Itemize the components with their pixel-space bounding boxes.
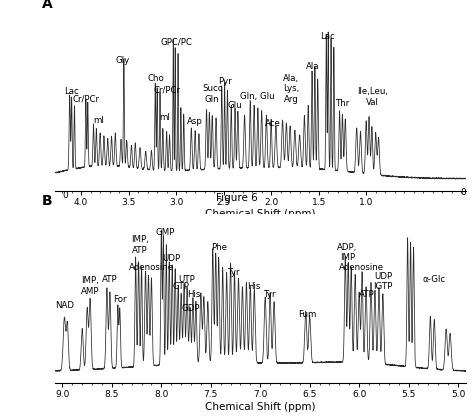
Text: Cr/PCr: Cr/PCr <box>153 86 180 95</box>
Text: ATP: ATP <box>102 275 118 284</box>
Text: mI: mI <box>159 113 170 122</box>
Text: Gly: Gly <box>116 56 130 65</box>
Text: NAD: NAD <box>55 301 74 310</box>
Text: mI: mI <box>93 116 104 125</box>
Text: UTP: UTP <box>179 275 195 284</box>
Text: Phe: Phe <box>210 243 227 252</box>
Text: Pyr: Pyr <box>218 77 231 86</box>
Text: Thr: Thr <box>336 99 350 108</box>
Text: 0: 0 <box>63 191 68 199</box>
Text: Ile,Leu,
Val: Ile,Leu, Val <box>357 87 388 107</box>
X-axis label: Chemical Shift (ppm): Chemical Shift (ppm) <box>205 402 316 412</box>
Text: UDP
IGTP: UDP IGTP <box>373 272 392 291</box>
Text: Adenosine: Adenosine <box>129 263 174 272</box>
Text: 0: 0 <box>460 189 466 197</box>
Text: Adenosine: Adenosine <box>338 263 383 272</box>
Text: For: For <box>113 295 127 304</box>
Text: Cho: Cho <box>148 74 164 83</box>
Text: UDP: UDP <box>162 254 180 264</box>
Text: Lac: Lac <box>320 32 335 41</box>
Text: Tyr: Tyr <box>264 290 276 298</box>
Text: Lac: Lac <box>64 87 79 96</box>
Text: IMP,
ATP: IMP, ATP <box>131 235 148 255</box>
X-axis label: Chemical Shift (ppm): Chemical Shift (ppm) <box>205 210 316 220</box>
Text: α-Glc: α-Glc <box>423 275 446 284</box>
Text: GMP: GMP <box>155 228 175 237</box>
Text: Tyr: Tyr <box>228 268 241 277</box>
Text: B: B <box>42 194 53 208</box>
Text: A: A <box>42 0 53 11</box>
Text: GPC/PC: GPC/PC <box>160 38 192 47</box>
Text: Figure 6: Figure 6 <box>216 193 258 203</box>
Text: GTP: GTP <box>173 282 190 291</box>
Text: Ala,
Lys,
Arg: Ala, Lys, Arg <box>283 74 299 104</box>
Text: Glu: Glu <box>228 101 242 110</box>
Text: IMP,
AMP: IMP, AMP <box>81 276 100 296</box>
Text: His: His <box>187 290 201 298</box>
Text: ADP,
IMP: ADP, IMP <box>337 243 357 262</box>
Text: Ace: Ace <box>265 119 281 128</box>
Text: ATP: ATP <box>359 290 375 298</box>
Text: Ala: Ala <box>306 62 319 71</box>
Text: Gln, Glu: Gln, Glu <box>239 92 274 101</box>
Text: Fum: Fum <box>299 310 317 319</box>
Text: Asp: Asp <box>187 117 203 126</box>
Text: GDP: GDP <box>182 304 200 313</box>
Text: Cr/PCr: Cr/PCr <box>73 95 100 104</box>
Text: His: His <box>247 282 261 291</box>
Text: Succ
Gln: Succ Gln <box>202 84 222 104</box>
